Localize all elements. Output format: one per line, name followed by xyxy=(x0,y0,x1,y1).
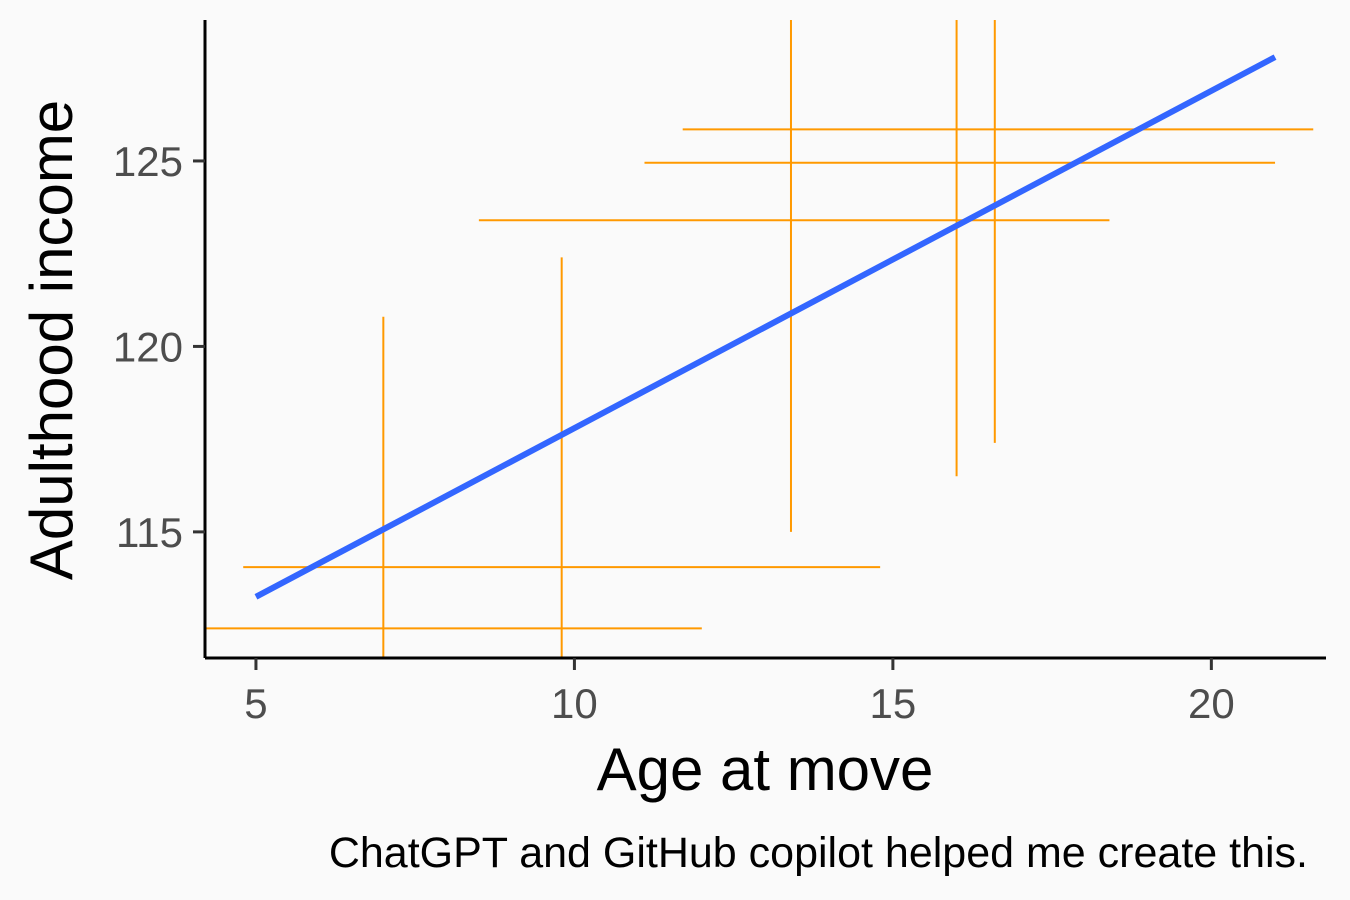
chart-caption: ChatGPT and GitHub copilot helped me cre… xyxy=(329,829,1308,877)
data-point xyxy=(478,20,1110,532)
y-ticks: 115 120 125 xyxy=(113,138,205,556)
y-tick-label: 115 xyxy=(116,509,183,556)
x-tick-label: 10 xyxy=(551,680,598,727)
regression-line xyxy=(254,54,1277,600)
data-point xyxy=(243,257,881,658)
y-tick-label: 120 xyxy=(113,323,183,370)
data-point xyxy=(682,20,1314,443)
x-tick-label: 5 xyxy=(244,680,267,727)
x-ticks: 5 10 15 20 xyxy=(244,658,1235,727)
x-axis-title: Age at move xyxy=(597,736,934,803)
data-point xyxy=(644,20,1276,477)
x-tick-label: 15 xyxy=(870,680,917,727)
axes-layer xyxy=(203,20,1326,660)
x-tick-label: 20 xyxy=(1188,680,1235,727)
fit-line-layer xyxy=(254,54,1277,600)
data-point xyxy=(205,316,702,658)
y-tick-label: 125 xyxy=(113,138,183,185)
errorbars-layer xyxy=(205,20,1314,658)
y-axis-title: Adulthood income xyxy=(18,100,85,580)
